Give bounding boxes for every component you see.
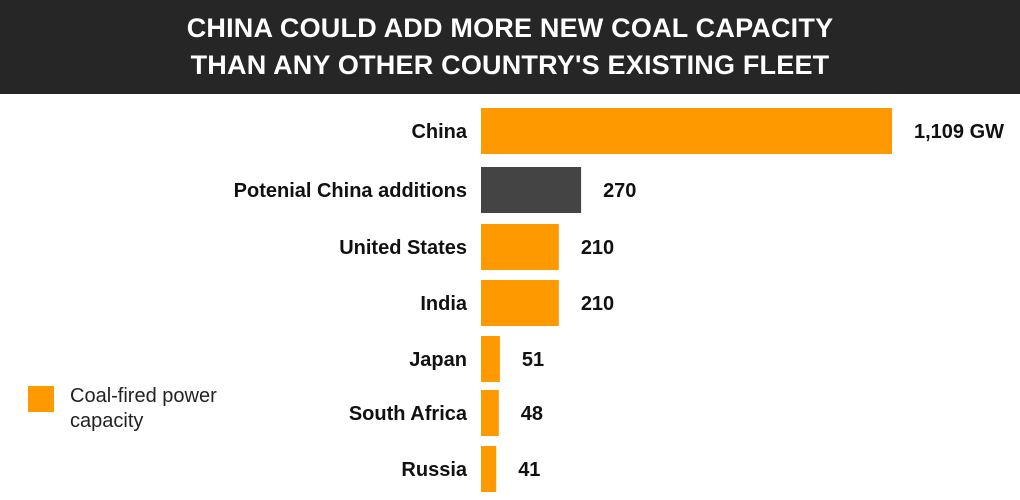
value-label: 210 — [581, 237, 614, 259]
value-label: 48 — [521, 403, 543, 425]
bar-south-africa — [481, 390, 499, 436]
value-label: 41 — [518, 459, 540, 481]
chart-title-line-1: CHINA COULD ADD MORE NEW COAL CAPACITY — [186, 13, 834, 43]
legend: Coal-fired power capacity — [28, 384, 240, 434]
category-label: South Africa — [349, 403, 468, 425]
value-label: 1,109 GW — [914, 121, 1004, 143]
category-label: United States — [339, 237, 467, 259]
chart-title-line-2: THAN ANY OTHER COUNTRY'S EXISTING FLEET — [190, 50, 830, 80]
category-label: Japan — [409, 349, 467, 371]
value-label: 51 — [522, 349, 544, 371]
value-label: 210 — [581, 293, 614, 315]
category-label: India — [420, 293, 468, 315]
category-label: Potenial China additions — [234, 180, 467, 202]
value-label: 270 — [603, 180, 636, 202]
bar-india — [481, 280, 559, 326]
bar-china — [481, 108, 892, 154]
bar-japan — [481, 336, 500, 382]
category-label: China — [411, 121, 467, 143]
title-bar: CHINA COULD ADD MORE NEW COAL CAPACITY T… — [0, 0, 1020, 94]
category-label: Russia — [401, 459, 467, 481]
bar-potenial-china-additions — [481, 167, 582, 213]
legend-label: Coal-fired power capacity — [70, 385, 217, 432]
bar-russia — [481, 446, 497, 492]
bar-united-states — [481, 224, 559, 270]
legend-swatch — [28, 386, 54, 412]
